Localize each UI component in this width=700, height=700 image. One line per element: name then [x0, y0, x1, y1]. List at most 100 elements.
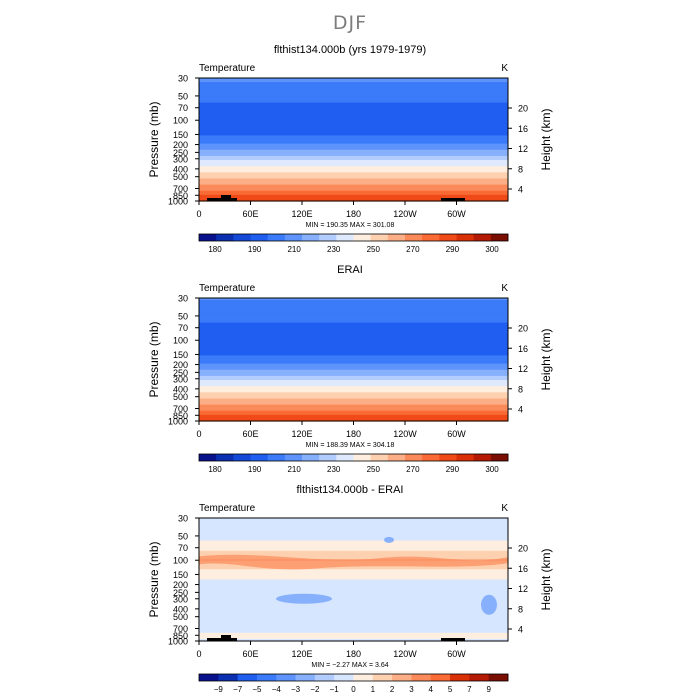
contour-band	[199, 632, 508, 636]
contour-band	[199, 196, 508, 200]
contour-band	[199, 375, 508, 379]
contour-band	[199, 98, 508, 102]
contour-band	[199, 110, 508, 114]
y-tick-label: 300	[173, 154, 188, 164]
contour-band	[199, 382, 508, 385]
colorbar-label: 190	[248, 245, 262, 254]
colorbar-swatch	[488, 674, 509, 681]
contour-band	[199, 349, 508, 352]
contour-band	[199, 556, 508, 560]
anomaly-feature	[199, 554, 508, 570]
colorbar-swatch	[267, 234, 286, 241]
contour-band	[199, 129, 508, 132]
contour-band	[199, 581, 508, 585]
contour-band	[199, 579, 508, 583]
colorbar-swatch	[353, 674, 374, 681]
y-tick-label: 400	[173, 604, 188, 614]
y-right-tick-label: 16	[518, 344, 528, 354]
y-tick-label: 400	[173, 164, 188, 174]
contour-band	[199, 373, 508, 377]
colorbar-swatch	[233, 234, 251, 241]
contour-band	[199, 80, 508, 83]
colorbar-swatch	[405, 454, 423, 461]
contour-band	[199, 178, 508, 182]
colorbar-swatch	[405, 234, 423, 241]
contour-band	[199, 618, 508, 622]
colorbar-swatch	[422, 454, 440, 461]
contour-band	[199, 106, 508, 110]
colorbar-swatch	[216, 454, 234, 461]
contour-band	[199, 571, 508, 574]
colorbar-label: 230	[327, 245, 341, 254]
contour-band	[199, 135, 508, 139]
colorbar-label: −3	[291, 685, 301, 694]
contour-band	[199, 416, 508, 420]
contour-band	[199, 310, 508, 313]
contour-band	[199, 119, 508, 122]
colorbar-label: 0	[351, 685, 356, 694]
y-tick-label: 850	[173, 411, 188, 421]
colorbar-label: 290	[446, 465, 460, 474]
contour-band	[199, 326, 508, 330]
contour-band	[199, 186, 508, 190]
colorbar-label: 9	[486, 685, 491, 694]
y-tick-label: 700	[173, 404, 188, 414]
y-tick-label: 200	[173, 580, 188, 590]
y-tick-label: 400	[173, 384, 188, 394]
contour-band	[199, 520, 508, 523]
contour-band	[199, 371, 508, 375]
y-tick-label: 200	[173, 140, 188, 150]
colorbar-swatch	[334, 674, 354, 681]
variable-label: Temperature	[199, 283, 256, 294]
contour-band	[199, 575, 508, 579]
x-tick-label: 60W	[447, 209, 466, 219]
colorbar-label: 300	[485, 245, 499, 254]
contour-band	[199, 600, 508, 603]
contour-band	[199, 318, 508, 322]
contour-band	[199, 336, 508, 340]
contour-band	[199, 166, 508, 169]
colorbar-label: 2	[390, 685, 395, 694]
colorbar-swatch	[284, 234, 303, 241]
y-right-tick-label: 4	[518, 625, 523, 635]
y-tick-label: 150	[173, 130, 188, 140]
y-axis-label: Pressure (mb)	[147, 101, 161, 177]
contour-band	[199, 306, 508, 309]
contour-band	[199, 190, 508, 194]
contour-band	[199, 610, 508, 613]
y-tick-label: 1000	[168, 197, 188, 207]
y-right-tick-label: 16	[518, 564, 528, 574]
colorbar-swatch	[284, 454, 303, 461]
anomaly-feature	[276, 593, 332, 604]
colorbar-frame	[198, 453, 509, 462]
colorbar: 180 190 210 230 250 270 290 300	[198, 453, 509, 474]
y-right-tick-label: 20	[518, 544, 528, 554]
colorbar-label: −5	[252, 685, 262, 694]
contour-band	[199, 587, 508, 591]
contour-band	[199, 343, 508, 346]
contour-band	[199, 392, 508, 395]
colorbar-swatch	[250, 454, 269, 461]
variable-label: Temperature	[199, 503, 256, 514]
contour-band	[199, 386, 508, 389]
contour-band	[199, 546, 508, 550]
colorbar-swatch	[250, 234, 269, 241]
x-tick-label: 60E	[242, 429, 258, 439]
y-tick-label: 700	[173, 184, 188, 194]
contour-band	[199, 396, 508, 400]
contour-band	[199, 583, 508, 587]
y-tick-label: 30	[178, 74, 188, 84]
colorbar-swatch	[233, 454, 251, 461]
contour-band	[199, 108, 508, 112]
contour-band	[199, 116, 508, 120]
terrain	[207, 635, 465, 641]
contour-band	[199, 602, 508, 605]
contour-band	[199, 365, 508, 369]
contour-band	[199, 141, 508, 145]
colorbar-swatch	[473, 234, 492, 241]
terrain-block	[221, 635, 231, 641]
contour-band	[199, 359, 508, 363]
contour-band	[199, 353, 508, 356]
contour-band	[199, 388, 508, 391]
colorbar-swatch	[370, 234, 389, 241]
